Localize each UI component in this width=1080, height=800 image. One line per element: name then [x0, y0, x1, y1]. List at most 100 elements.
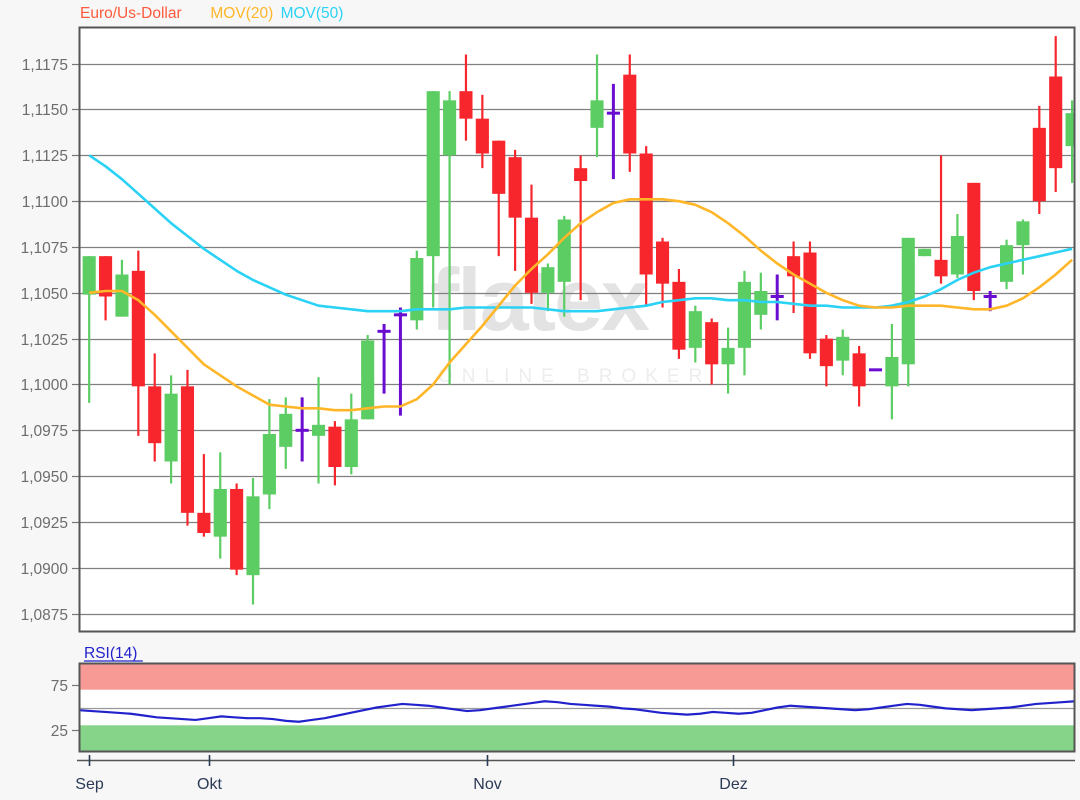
candle-body: [1032, 127, 1046, 202]
candle-body: [1016, 221, 1030, 246]
ma20-line: [89, 198, 1073, 412]
candlestick: [99, 256, 113, 321]
rsi-panel: 75 25 RSI(14): [51, 645, 1076, 753]
candlestick: [541, 263, 555, 312]
candlestick: [426, 91, 440, 308]
rsi-panel-label: RSI(14): [84, 645, 137, 662]
watermark-logo-text: flatex: [430, 250, 650, 349]
y-axis-label: 1,1150: [22, 102, 69, 119]
candle-body: [475, 118, 489, 154]
candle-body: [443, 100, 457, 156]
x-axis-label: Nov: [473, 776, 501, 793]
candle-body: [164, 393, 178, 462]
price-plot-border: [78, 26, 1076, 633]
candle-body: [574, 168, 588, 181]
x-axis-label: Okt: [197, 776, 222, 793]
candle-body: [197, 512, 211, 533]
rsi-plot-border: [78, 662, 1076, 753]
candle-body: [655, 241, 670, 284]
candlestick: [377, 324, 391, 394]
candlestick: [574, 155, 588, 301]
candlestick: [148, 353, 162, 462]
y-axis-label: 1,0950: [21, 469, 69, 486]
rsi-y-axis-label: 75: [51, 678, 68, 695]
candlestick: [410, 250, 424, 330]
candlestick: [901, 237, 915, 387]
watermark: flatex ONLINE BROKER: [430, 250, 702, 387]
y-axis-label: 1,1100: [22, 194, 69, 211]
candle-body: [246, 496, 260, 576]
candle-body: [737, 281, 752, 348]
candlestick: [918, 248, 932, 257]
candlestick: [1049, 36, 1063, 192]
y-axis-label: 1,0975: [21, 423, 68, 440]
candle-body: [328, 426, 342, 467]
y-axis-label: 1,0925: [21, 515, 68, 532]
candlestick: [934, 155, 948, 284]
candle-body: [672, 281, 686, 350]
candlestick: [311, 377, 326, 484]
candlestick: [606, 83, 620, 180]
candlestick: [721, 327, 735, 394]
candlestick: [443, 91, 457, 385]
candlestick: [361, 335, 375, 420]
candlestick: [475, 94, 489, 169]
x-axis-label: Sep: [75, 776, 104, 793]
candle-body: [557, 219, 571, 282]
y-axis-label: 1,1050: [21, 286, 69, 303]
candlestick: [852, 346, 866, 407]
candlestick: [885, 324, 899, 420]
candlestick: [672, 269, 686, 359]
candle-body: [82, 256, 96, 295]
candlestick: [492, 140, 506, 257]
candlestick: [819, 335, 833, 387]
candlestick: [1032, 105, 1046, 214]
rsi-oversold-band: [79, 725, 1075, 752]
legend-instrument-label: Euro/Us-Dollar: [80, 5, 182, 22]
candlestick: [688, 305, 702, 363]
candle-body: [950, 236, 964, 275]
candle-body: [803, 252, 817, 354]
candlestick: [393, 307, 407, 416]
candle-body: [934, 259, 948, 277]
candle-body: [180, 386, 195, 513]
candlestick: [279, 397, 293, 469]
candle-body: [262, 434, 276, 495]
candle-body: [721, 347, 735, 365]
candlestick: [1016, 219, 1030, 275]
candlestick: [197, 454, 211, 537]
rsi-overbought-band: [79, 663, 1075, 690]
x-axis-label: Dez: [719, 776, 747, 793]
y-axis-label: 1,1000: [21, 377, 69, 394]
candle-body: [967, 182, 981, 291]
x-axis: Sep Okt Nov Dez: [75, 755, 1075, 793]
candle-body: [1065, 113, 1075, 147]
chart-legend: Euro/Us-Dollar MOV(20) MOV(50): [80, 5, 343, 22]
candle-body: [213, 489, 227, 537]
price-y-axis: 1,1175 1,1150 1,1125 1,1100 1,1075 1,1050 1,10…: [21, 57, 79, 624]
candlestick: [508, 149, 522, 271]
candlestick: [180, 369, 195, 526]
candle-body: [492, 140, 506, 194]
candle-body: [852, 353, 866, 387]
candle-body: [148, 386, 162, 444]
candle-body: [590, 100, 604, 128]
y-axis-label: 1,0875: [21, 607, 68, 624]
candle-body: [819, 338, 833, 367]
y-axis-label: 1,1025: [21, 332, 68, 349]
candle-body: [918, 248, 932, 257]
candlestick: [262, 399, 276, 510]
candlestick: [1065, 100, 1075, 183]
candlestick: [737, 270, 752, 376]
candlestick: [967, 182, 981, 301]
candle-body: [279, 413, 293, 447]
candle-body: [344, 419, 358, 467]
rsi-line: [78, 700, 1076, 723]
y-axis-label: 1,1125: [22, 148, 68, 165]
candlestick: [459, 54, 473, 141]
candlestick: [623, 54, 637, 172]
candlestick: [770, 274, 784, 321]
candle-body: [524, 217, 539, 293]
